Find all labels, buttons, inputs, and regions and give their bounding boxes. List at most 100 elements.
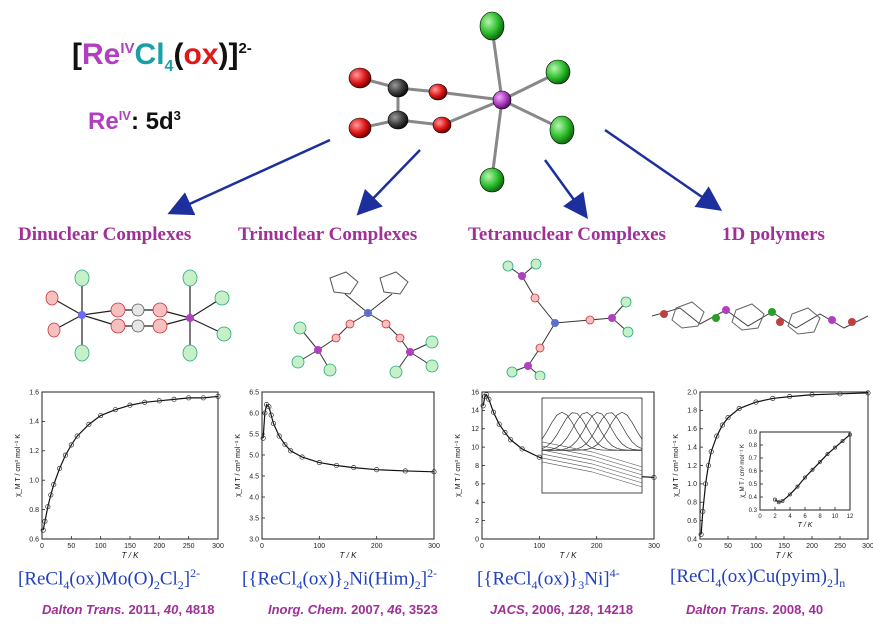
ac-curve-lower <box>541 445 643 472</box>
formula-ox: ox <box>183 38 219 71</box>
c-atom <box>387 78 409 98</box>
y-tick-label: 5.5 <box>249 431 259 438</box>
y-axis-label: χ_M T / cm³ mol⁻¹ K <box>455 434 462 497</box>
ac-curve-lower <box>541 449 643 476</box>
ac-curve-lower <box>541 453 643 480</box>
data-point <box>825 452 830 457</box>
data-point <box>282 441 288 448</box>
structure-sketches <box>45 258 869 380</box>
x-tick-label: 300 <box>428 543 440 550</box>
plot-frame <box>41 391 219 540</box>
x-tick-label: 200 <box>371 543 383 550</box>
data-point <box>86 421 92 427</box>
data-point <box>788 492 792 497</box>
data-point <box>536 454 542 460</box>
y-tick-label: 0.8 <box>29 507 39 514</box>
atoms-1d-polymer <box>660 306 856 326</box>
y-tick-label: 12 <box>471 426 479 433</box>
y-axis-label: χ_M T / cm³ mol⁻¹ K <box>740 444 746 498</box>
y-tick-label: 6 <box>475 481 479 488</box>
data-point <box>809 392 815 398</box>
formula-cl-count: 4 <box>164 58 174 75</box>
x-tick-label: 2 <box>773 514 777 520</box>
fit-line <box>700 392 869 535</box>
data-point <box>112 407 118 413</box>
atoms-trinuclear <box>291 309 439 379</box>
y-tick-label: 0.6 <box>687 518 697 525</box>
x-tick-label: 300 <box>862 543 873 550</box>
cl-atom <box>545 59 571 85</box>
x-tick-label: 250 <box>183 543 195 550</box>
data-point <box>787 394 793 400</box>
y-tick-label: 1.4 <box>29 419 39 426</box>
cl-atom <box>479 11 505 41</box>
data-point <box>496 421 502 427</box>
data-point <box>142 399 148 405</box>
molecule-bonds <box>359 27 561 179</box>
data-point <box>803 475 807 480</box>
cl-atom <box>549 115 575 145</box>
y-tick-label: 8 <box>475 463 479 470</box>
c-atom <box>387 110 409 130</box>
reference-1d-polymer[interactable]: Dalton Trans. 2008, 40 <box>686 602 824 617</box>
ac-curve-lower <box>541 441 643 468</box>
x-tick-label: 100 <box>750 543 762 550</box>
data-point <box>840 439 845 444</box>
data-point <box>288 448 294 454</box>
y-tick-label: 5.0 <box>249 452 259 459</box>
x-tick-label: 300 <box>212 543 224 550</box>
config-re: Re <box>88 108 119 135</box>
data-point <box>486 396 492 402</box>
data-point <box>40 527 46 533</box>
data-point <box>736 405 742 412</box>
x-tick-label: 100 <box>313 543 325 550</box>
y-tick-label: 1.2 <box>687 463 697 470</box>
arrow-dinuclear <box>167 138 331 216</box>
config-exponent: 3 <box>173 108 181 123</box>
y-tick-label: 6.0 <box>249 410 259 417</box>
cl-atom <box>479 167 505 193</box>
data-point <box>833 445 837 450</box>
data-point <box>266 404 272 410</box>
data-point <box>374 467 380 473</box>
data-point <box>262 410 268 416</box>
x-tick-label: 8 <box>818 514 822 520</box>
x-axis-label: T / K <box>340 551 358 560</box>
y-tick-label: 0 <box>475 536 479 543</box>
x-axis-label: T / K <box>560 551 578 560</box>
data-point <box>725 415 731 421</box>
x-tick-label: 50 <box>724 543 732 550</box>
reference-dinuclear[interactable]: Dalton Trans. 2011, 40, 4818 <box>42 602 215 617</box>
data-point <box>508 437 514 443</box>
data-point <box>490 409 497 415</box>
reference-trinuclear[interactable]: Inorg. Chem. 2007, 46, 3523 <box>268 602 438 617</box>
chart-dinuclear: 0 50 100 150 200 250 300 0.6 0.8 1.0 1.2 1.4 1.6 T / … <box>15 389 224 560</box>
data-point <box>773 497 777 502</box>
data-point <box>770 395 776 401</box>
data-point <box>810 467 815 472</box>
structure-trinuclear <box>297 271 433 373</box>
arrows <box>167 128 723 220</box>
data-point <box>698 531 704 537</box>
data-point <box>753 399 759 405</box>
data-point <box>651 474 657 480</box>
data-point <box>48 492 54 498</box>
data-point <box>519 446 525 452</box>
data-point <box>351 465 357 471</box>
x-tick-label: 10 <box>832 514 839 520</box>
data-point <box>74 433 80 439</box>
data-point <box>333 462 340 469</box>
compound-1d-polymer: [ReCl4(ox)Cu(pyim)2]n <box>670 566 846 590</box>
config-value: 5d <box>145 108 174 135</box>
formula-bracket: [ <box>72 38 82 71</box>
y-tick-label: 6.5 <box>249 389 259 396</box>
data-point <box>186 395 192 401</box>
y-tick-label: 16 <box>471 389 479 396</box>
y-tick-label: 0.8 <box>749 443 758 449</box>
reference-tetranuclear[interactable]: JACS, 2006, 128, 14218 <box>490 602 634 617</box>
data-point <box>260 435 266 441</box>
data-point <box>156 398 162 404</box>
x-tick-label: 50 <box>67 543 75 550</box>
data-point <box>299 454 305 460</box>
x-tick-label: 0 <box>698 543 702 550</box>
